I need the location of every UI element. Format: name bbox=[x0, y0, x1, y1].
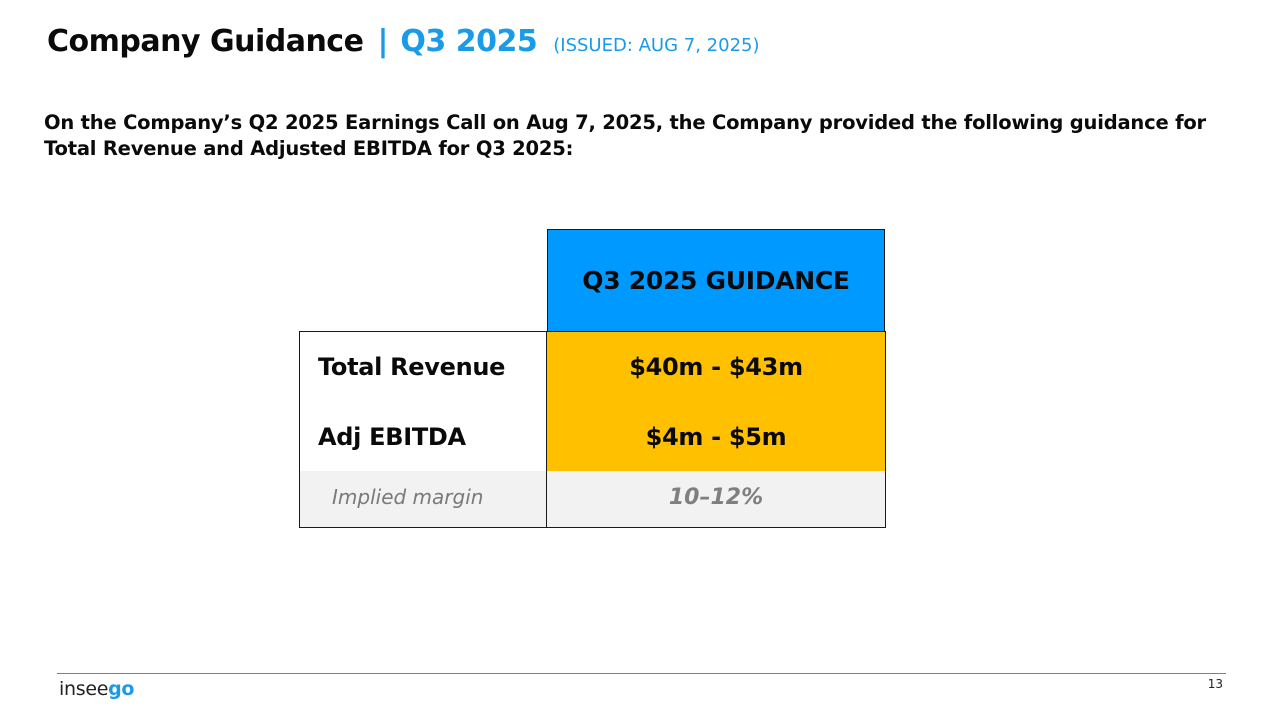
page-period: Q3 2025 bbox=[400, 24, 538, 59]
guidance-column-header: Q3 2025 GUIDANCE bbox=[547, 229, 885, 331]
logo-text-part1: insee bbox=[59, 678, 109, 700]
row-value-implied-margin: 10–12% bbox=[668, 485, 764, 510]
row-label-implied-margin: Implied margin bbox=[332, 485, 484, 509]
page-title-row: Company Guidance | Q3 2025 (ISSUED: AUG … bbox=[47, 24, 760, 59]
inseego-logo: inseego bbox=[59, 678, 134, 700]
logo-text-part2: go bbox=[108, 678, 135, 700]
title-separator: | bbox=[377, 24, 389, 59]
implied-margin-label-cell: Implied margin bbox=[300, 471, 546, 527]
label-column: Total Revenue Adj EBITDA Implied margin bbox=[300, 332, 547, 527]
row-label-total-revenue: Total Revenue bbox=[318, 353, 506, 381]
implied-margin-value-cell: 10–12% bbox=[547, 471, 885, 527]
issued-date: (ISSUED: AUG 7, 2025) bbox=[553, 35, 760, 56]
intro-paragraph: On the Company’s Q2 2025 Earnings Call o… bbox=[44, 111, 1206, 160]
row-value-total-revenue: $40m - $43m bbox=[629, 353, 803, 381]
page-title: Company Guidance bbox=[47, 24, 364, 59]
value-column: $40m - $43m $4m - $5m 10–12% bbox=[547, 332, 885, 527]
guidance-values-highlight bbox=[547, 332, 885, 471]
page-number: 13 bbox=[1207, 677, 1223, 691]
row-label-adj-ebitda: Adj EBITDA bbox=[318, 423, 466, 451]
footer-divider bbox=[57, 673, 1226, 674]
row-value-adj-ebitda: $4m - $5m bbox=[645, 423, 787, 451]
guidance-table: Total Revenue Adj EBITDA Implied margin … bbox=[299, 331, 886, 528]
